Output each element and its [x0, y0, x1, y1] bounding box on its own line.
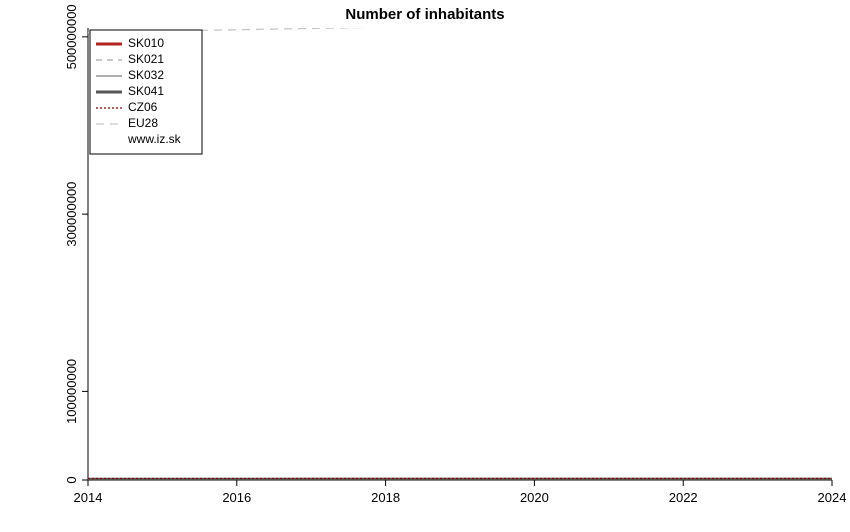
legend-label-SK021: SK021	[128, 52, 164, 66]
x-tick-label: 2024	[818, 490, 847, 505]
legend-label-SK041: SK041	[128, 84, 164, 98]
y-tick-label: 0	[64, 476, 79, 483]
legend-label-SK032: SK032	[128, 68, 164, 82]
chart-container: Number of inhabitants 201420162018202020…	[0, 0, 850, 532]
legend-label-CZ06: CZ06	[128, 100, 158, 114]
legend-label-EU28: EU28	[128, 116, 158, 130]
legend-label-SK010: SK010	[128, 36, 164, 50]
y-tick-label: 500000000	[64, 4, 79, 69]
chart-svg: 2014 2016 2018 2020 2022 2024 0 100000000 300000…	[0, 0, 850, 532]
y-tick-label: 100000000	[64, 359, 79, 424]
x-tick-label: 2022	[669, 490, 698, 505]
x-tick-label: 2020	[520, 490, 549, 505]
x-tick-label: 2016	[222, 490, 251, 505]
y-tick-label: 300000000	[64, 182, 79, 247]
x-tick-label: 2018	[371, 490, 400, 505]
x-tick-label: 2014	[74, 490, 103, 505]
legend-extra-0: www.iz.sk	[127, 132, 182, 146]
